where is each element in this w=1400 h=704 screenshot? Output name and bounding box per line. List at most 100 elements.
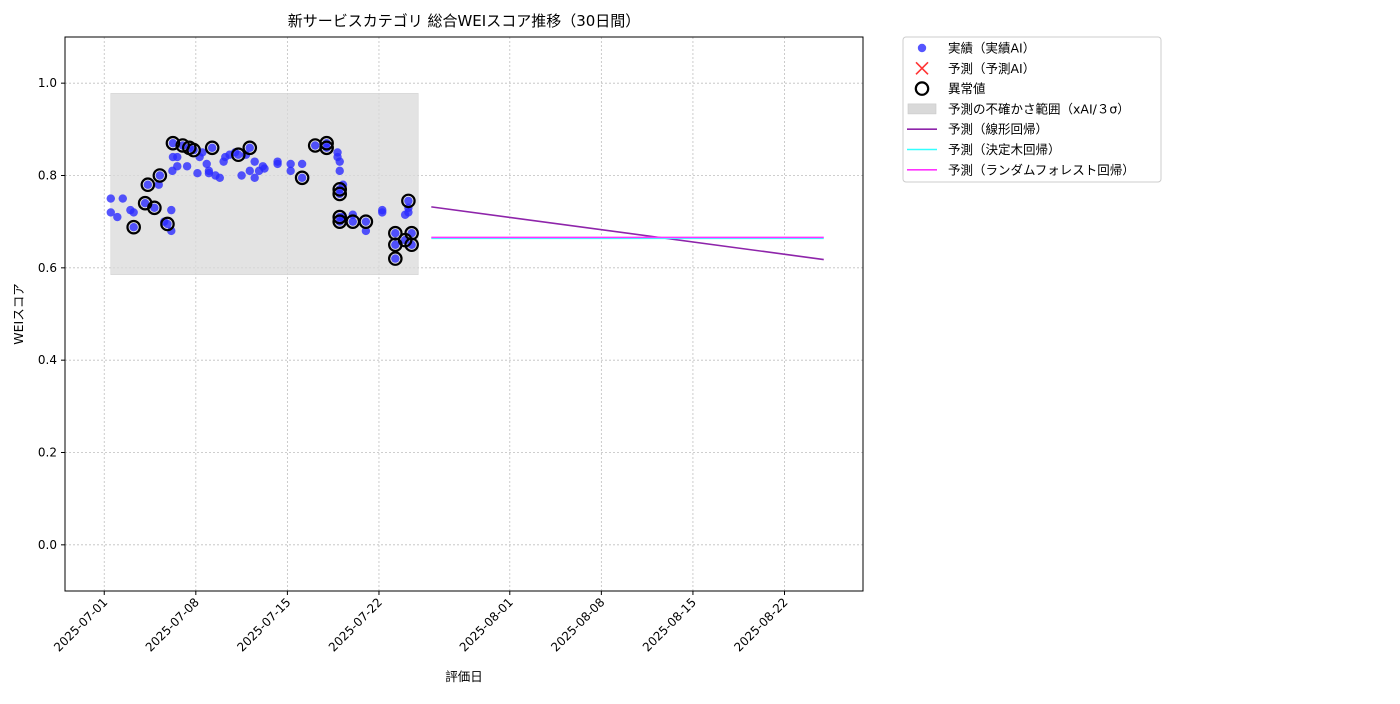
actual-point (361, 226, 371, 236)
actual-point (404, 208, 413, 217)
actual-point (361, 217, 371, 226)
legend-label: 予測の不確かさ範囲（xAI/３σ） (948, 101, 1130, 116)
linear-regression-line (431, 206, 824, 261)
actual-point (113, 212, 122, 222)
x-tick-label: 2025-07-22 (326, 595, 385, 654)
legend-x-icon (915, 61, 929, 75)
x-axis-label: 評価日 (445, 669, 483, 684)
anomaly-ring (319, 135, 334, 151)
actual-point (407, 240, 416, 249)
anomaly-ring (401, 193, 416, 209)
prediction-lines-layer (431, 206, 824, 261)
y-tick-label: 0.8 (38, 169, 57, 183)
anomaly-ring (404, 237, 419, 253)
y-tick-label: 0.6 (38, 261, 57, 275)
actual-point (150, 203, 159, 213)
anomaly-ring (126, 219, 141, 235)
anomaly-ring (242, 140, 258, 156)
actual-point (297, 173, 307, 183)
anomaly-ring (160, 216, 175, 232)
legend-item-decision_tree: 予測（決定木回帰） (907, 142, 1061, 157)
legend-ring-icon (914, 81, 930, 96)
anomaly-ring (332, 209, 348, 225)
actual-point (155, 171, 165, 180)
legend-label: 実績（実績AI） (948, 41, 1035, 56)
anomaly-ring (140, 177, 156, 193)
actual-point (286, 159, 295, 169)
actual-point (207, 143, 217, 152)
anomaly-ring (332, 186, 348, 202)
actual-point (391, 240, 400, 249)
actual-point (286, 166, 295, 176)
legend-item-anomaly: 異常値 (914, 81, 986, 96)
actual-point (204, 168, 214, 178)
actual-point (129, 208, 138, 217)
actual-point (404, 196, 413, 206)
legend-frame (902, 36, 1162, 183)
y-axis-ticks: 0.0 0.2 0.4 0.6 0.8 1.0 (38, 76, 65, 552)
legend-item-band: 予測の不確かさ範囲（xAI/３σ） (907, 101, 1130, 116)
y-tick-label: 0.2 (38, 446, 57, 460)
actual-point (163, 219, 172, 229)
actual-point (106, 194, 115, 203)
x-tick-label: 2025-08-22 (731, 595, 790, 654)
y-tick-label: 0.4 (38, 353, 57, 367)
actual-point (202, 159, 211, 169)
x-tick-label: 2025-08-01 (457, 595, 516, 654)
x-axis-ticks: 2025-07-01 2025-07-08 2025-07-15 2025-07-22… (51, 591, 791, 654)
anomaly-ring (294, 170, 310, 186)
actual-point (273, 159, 282, 169)
anomaly-ring (204, 140, 220, 156)
legend-label: 予測（線形回帰） (948, 122, 1048, 137)
x-tick-label: 2025-08-08 (548, 595, 607, 654)
anomaly-rings-layer (126, 135, 419, 266)
y-tick-label: 0.0 (38, 538, 57, 552)
actual-point (234, 150, 243, 159)
actual-point (250, 157, 259, 166)
legend-patch-icon (907, 103, 937, 115)
x-tick-label: 2025-07-15 (234, 595, 293, 654)
actual-point (237, 171, 246, 180)
actual-point (129, 223, 138, 232)
actual-point (143, 180, 153, 189)
actual-point (391, 229, 400, 238)
anomaly-ring (358, 214, 374, 229)
actual-point (167, 205, 176, 215)
x-tick-label: 2025-08-15 (640, 595, 699, 654)
legend-label: 予測（予測AI） (948, 61, 1035, 76)
legend-label: 異常値 (948, 81, 986, 96)
actual-point (106, 208, 115, 217)
anomaly-ring (332, 182, 348, 197)
actual-point (348, 217, 358, 226)
anomaly-ring (319, 140, 334, 156)
actual-point (260, 164, 269, 173)
actual-point (297, 159, 307, 169)
actual-point (168, 138, 178, 148)
actual-point (140, 199, 150, 208)
anomaly-ring (147, 200, 162, 216)
actual-point (391, 254, 400, 263)
legend-item-actual: 実績（実績AI） (917, 41, 1035, 56)
anomaly-ring (186, 142, 201, 158)
legend-item-linear: 予測（線形回帰） (907, 122, 1048, 137)
actual-point (173, 152, 182, 162)
y-tick-label: 1.0 (38, 76, 57, 90)
actual-point (310, 141, 320, 150)
x-tick-label: 2025-07-08 (143, 595, 202, 654)
legend-label: 予測（ランダムフォレスト回帰） (948, 162, 1135, 177)
actual-point (250, 173, 259, 183)
anomaly-ring (152, 168, 168, 183)
actual-point (245, 143, 254, 152)
actual-point (173, 162, 182, 171)
y-axis-label: WEIスコア (11, 283, 26, 344)
legend-item-random_forest: 予測（ランダムフォレスト回帰） (907, 162, 1135, 177)
actual-point (335, 157, 344, 166)
actual-point (182, 162, 192, 171)
actual-point (335, 166, 344, 176)
anomaly-ring (165, 135, 181, 151)
x-tick-label: 2025-07-01 (51, 595, 110, 654)
legend-label: 予測（決定木回帰） (948, 142, 1061, 157)
